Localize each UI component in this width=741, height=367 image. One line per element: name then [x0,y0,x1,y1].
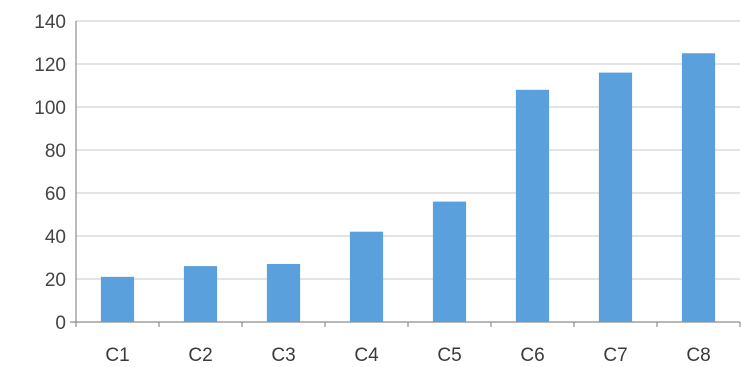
x-tick-label: C7 [603,345,627,366]
y-tick-label: 40 [45,227,66,248]
y-tick-label: 0 [55,313,66,334]
bar-c6 [515,89,550,322]
y-tick-label: 140 [34,12,66,33]
x-tick-label: C1 [105,345,129,366]
bars [100,53,716,322]
bar-c4 [349,231,384,322]
bar-c2 [183,266,218,322]
y-tick-label: 60 [45,184,66,205]
y-tick-label: 100 [34,98,66,119]
x-tick-label: C4 [354,345,379,366]
bar-c7 [598,72,633,322]
y-tick-label: 20 [45,270,66,291]
y-tick-labels: 0 20 40 60 80 100 120 140 [34,12,66,334]
gridlines [76,20,740,280]
x-tick-label: C8 [686,345,710,366]
axes [70,21,741,327]
x-tick-label: C2 [188,345,212,366]
y-tick-label: 80 [45,141,66,162]
bar-c1 [100,276,135,322]
y-tick-label: 120 [34,55,66,76]
bar-c3 [266,263,301,322]
x-tick-label: C6 [520,345,544,366]
x-tick-labels: C1 C2 C3 C4 C5 C6 C7 C8 [105,345,710,366]
x-tick-label: C3 [271,345,295,366]
bar-c8 [681,53,716,322]
bar-c5 [432,201,467,322]
x-tick-label: C5 [437,345,461,366]
